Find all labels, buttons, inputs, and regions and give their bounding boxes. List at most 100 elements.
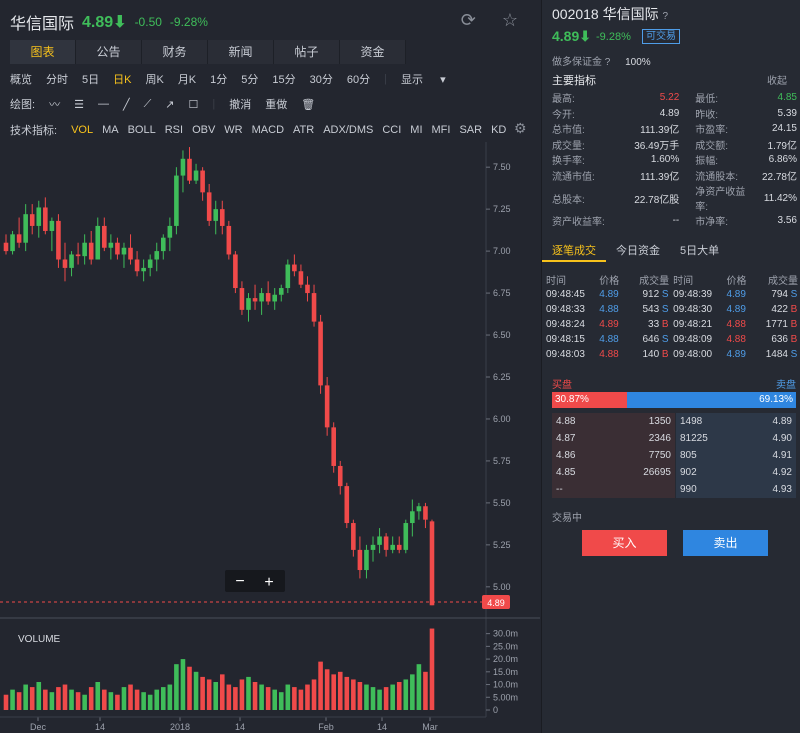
indicator-mi[interactable]: MI <box>410 124 423 136</box>
buy-ratio: 30.87% <box>552 392 628 408</box>
tab-tick-trades[interactable]: 逐笔成交 <box>542 240 606 262</box>
candle <box>69 251 74 277</box>
indicator-macd[interactable]: MACD <box>251 124 285 136</box>
redo-button[interactable]: 重做 <box>265 99 288 111</box>
candle <box>29 204 35 235</box>
period-monthly[interactable]: 月K <box>177 74 197 86</box>
bid-row[interactable]: 4.85 26695 <box>556 467 671 478</box>
undo-button[interactable]: 撤消 <box>229 99 252 111</box>
rect-tool-icon[interactable]: ☐ <box>188 98 199 111</box>
collapse-button[interactable]: 收起 <box>767 76 787 87</box>
zoom-in-button[interactable]: + <box>264 574 273 591</box>
tab-today-funds[interactable]: 今日资金 <box>616 245 660 257</box>
zoom-out-button[interactable]: − <box>235 573 244 590</box>
tab-posts[interactable]: 帖子 <box>274 40 340 64</box>
period-intraday[interactable]: 分时 <box>46 74 68 86</box>
indicator-adx[interactable]: ADX/DMS <box>323 124 374 136</box>
period-5day[interactable]: 5日 <box>82 74 100 86</box>
volume-bar <box>62 684 68 710</box>
volume-bar <box>344 676 350 710</box>
bid-row[interactable]: -- <box>556 484 563 495</box>
ask-row[interactable]: 990 4.93 <box>680 484 792 495</box>
bid-row[interactable]: 4.86 7750 <box>556 450 671 461</box>
help-icon[interactable]: ? <box>662 11 669 22</box>
x-axis-label: 14 <box>95 722 105 732</box>
tab-funds[interactable]: 资金 <box>340 40 406 64</box>
candle <box>259 288 264 315</box>
volume-tick-label: 30.0m <box>493 629 518 639</box>
period-weekly[interactable]: 周K <box>145 74 164 86</box>
price-tick-label: 6.25 <box>493 372 511 382</box>
indicator-obv[interactable]: OBV <box>192 124 216 136</box>
candle <box>265 281 271 305</box>
tab-chart[interactable]: 图表 <box>10 40 76 64</box>
volume-bar <box>134 689 140 710</box>
candle <box>344 482 350 529</box>
indicator-kd[interactable]: KD <box>491 124 507 136</box>
candle <box>95 217 101 260</box>
bid-row[interactable]: 4.88 1350 <box>556 416 671 427</box>
candle <box>311 284 317 327</box>
quote-title: 002018 华信国际 ? <box>552 6 669 22</box>
period-15min[interactable]: 15分 <box>272 74 296 86</box>
candle <box>403 519 409 554</box>
volume-bar <box>128 684 133 710</box>
main-indicators-title: 主要指标 <box>552 75 596 87</box>
line-tool-icon[interactable]: ╱ <box>122 98 130 111</box>
volume-bar <box>278 692 284 710</box>
ask-row[interactable]: 81225 4.90 <box>680 433 792 444</box>
candle <box>167 217 173 252</box>
bid-row[interactable]: 4.87 2346 <box>556 433 671 444</box>
candlestick-chart[interactable]: 7.50 7.25 7.00 6.75 6.50 6.25 6.00 5.75 5.50 5.25… <box>0 142 540 733</box>
ray-tool-icon[interactable]: ⟋ <box>143 97 152 110</box>
ask-row[interactable]: 1498 4.89 <box>680 416 792 427</box>
sell-button[interactable]: 卖出 <box>683 530 768 556</box>
tab-news[interactable]: 新闻 <box>208 40 274 64</box>
help-icon[interactable]: ? <box>604 57 611 68</box>
buy-button[interactable]: 买入 <box>582 530 667 556</box>
tab-5day-large[interactable]: 5日大单 <box>680 245 720 257</box>
candle <box>147 254 153 277</box>
volume-bar <box>239 679 245 710</box>
ask-row[interactable]: 902 4.92 <box>680 467 792 478</box>
period-overview[interactable]: 概览 <box>10 74 32 86</box>
volume-bar <box>410 674 415 710</box>
period-5min[interactable]: 5分 <box>241 74 259 86</box>
indicator-mfi[interactable]: MFI <box>431 124 451 136</box>
indicator-atr[interactable]: ATR <box>293 124 315 136</box>
volume-bar <box>147 694 153 710</box>
indicator-wr[interactable]: WR <box>224 124 243 136</box>
arrow-tool-icon[interactable]: ↗ <box>165 98 175 111</box>
volume-bar <box>305 684 310 710</box>
volume-bar <box>233 687 238 710</box>
hline-tool-icon[interactable]: — <box>97 98 109 110</box>
buy-sell-bar: 买盘 卖盘 30.87% 69.13% <box>552 376 796 408</box>
refresh-icon[interactable]: ⟳ <box>460 10 476 30</box>
tab-finance[interactable]: 财务 <box>142 40 208 64</box>
indicator-cci[interactable]: CCI <box>382 124 402 136</box>
hlines-tool-icon[interactable]: ☰ <box>74 98 84 111</box>
price-tick-label: 6.75 <box>493 288 511 298</box>
period-60min[interactable]: 60分 <box>346 74 371 86</box>
star-icon[interactable]: ☆ <box>501 10 518 30</box>
period-30min[interactable]: 30分 <box>309 74 333 86</box>
settings-gear-icon[interactable]: ⚙ <box>514 120 527 136</box>
period-1min[interactable]: 1分 <box>210 74 228 86</box>
indicator-boll[interactable]: BOLL <box>127 124 156 136</box>
volume-bar <box>396 682 402 710</box>
zigzag-tool-icon[interactable]: 〰 <box>49 99 61 111</box>
ask-row[interactable]: 805 4.91 <box>680 450 792 461</box>
period-daily[interactable]: 日K <box>113 74 132 86</box>
volume-tick-label: 10.0m <box>493 680 518 690</box>
indicator-vol[interactable]: VOL <box>71 124 94 136</box>
indicator-sar[interactable]: SAR <box>459 124 483 136</box>
trade-row: 09:48:03 4.88 140 B 09:48:00 4.89 1484 S <box>546 349 798 360</box>
indicator-ma[interactable]: MA <box>102 124 119 136</box>
indicator-bar: 技术指标: VOL MA BOLL RSI OBV WR MACD ATR AD… <box>10 122 515 138</box>
indicator-rsi[interactable]: RSI <box>164 124 184 136</box>
volume-bar <box>95 682 101 710</box>
display-dropdown[interactable]: 显示 ▾ <box>401 74 446 86</box>
volume-bar <box>285 684 291 710</box>
trash-icon[interactable]: 🗑 <box>301 98 316 111</box>
tab-announcement[interactable]: 公告 <box>76 40 142 64</box>
